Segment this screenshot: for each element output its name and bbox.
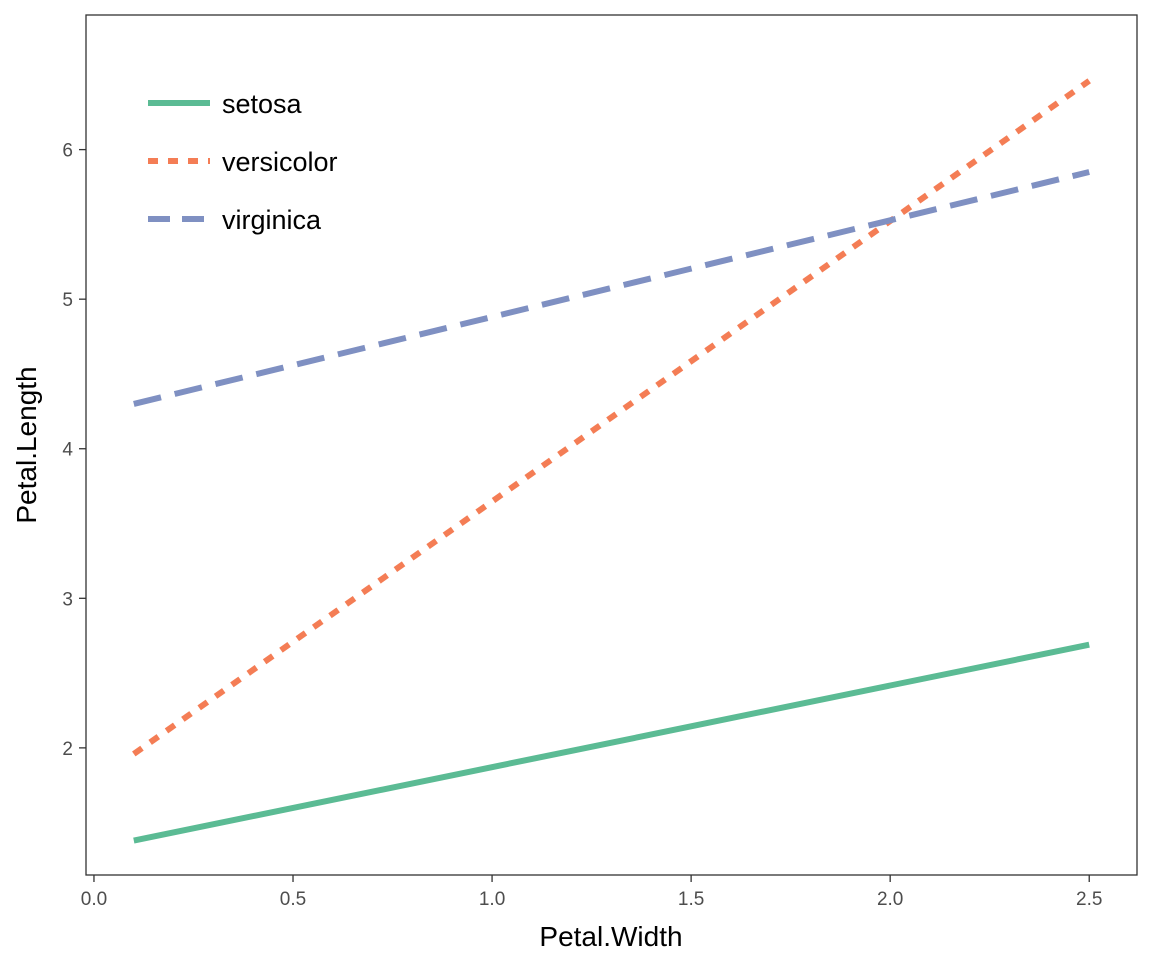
x-tick-label: 2.0 bbox=[877, 889, 903, 910]
series-layer bbox=[132, 78, 1091, 844]
x-tick-label: 1.0 bbox=[479, 889, 505, 910]
series-line-virginica bbox=[133, 169, 1090, 407]
series-line-setosa bbox=[133, 641, 1090, 844]
legend-label-setosa: setosa bbox=[222, 89, 303, 119]
y-tick-label: 5 bbox=[62, 290, 73, 311]
x-tick-label: 0.0 bbox=[81, 889, 107, 910]
x-axis-title: Petal.Width bbox=[539, 921, 682, 952]
x-tick-label: 1.5 bbox=[678, 889, 704, 910]
x-tick-label: 2.5 bbox=[1076, 889, 1102, 910]
y-tick-label: 4 bbox=[62, 440, 73, 461]
y-tick-label: 3 bbox=[62, 589, 73, 610]
legend-label-virginica: virginica bbox=[222, 205, 322, 235]
legend: setosa versicolor virginica bbox=[148, 89, 338, 235]
series-line-versicolor bbox=[132, 78, 1091, 757]
y-axis-title: Petal.Length bbox=[11, 366, 42, 523]
x-tick-label: 0.5 bbox=[280, 889, 306, 910]
y-tick-label: 6 bbox=[62, 141, 73, 162]
axes: 0.0 0.5 1.0 1.5 2.0 2.5 2 3 4 5 6 bbox=[62, 141, 1102, 910]
y-tick-label: 2 bbox=[62, 739, 73, 760]
legend-label-versicolor: versicolor bbox=[222, 147, 338, 177]
plot-panel-border bbox=[85, 14, 1138, 876]
